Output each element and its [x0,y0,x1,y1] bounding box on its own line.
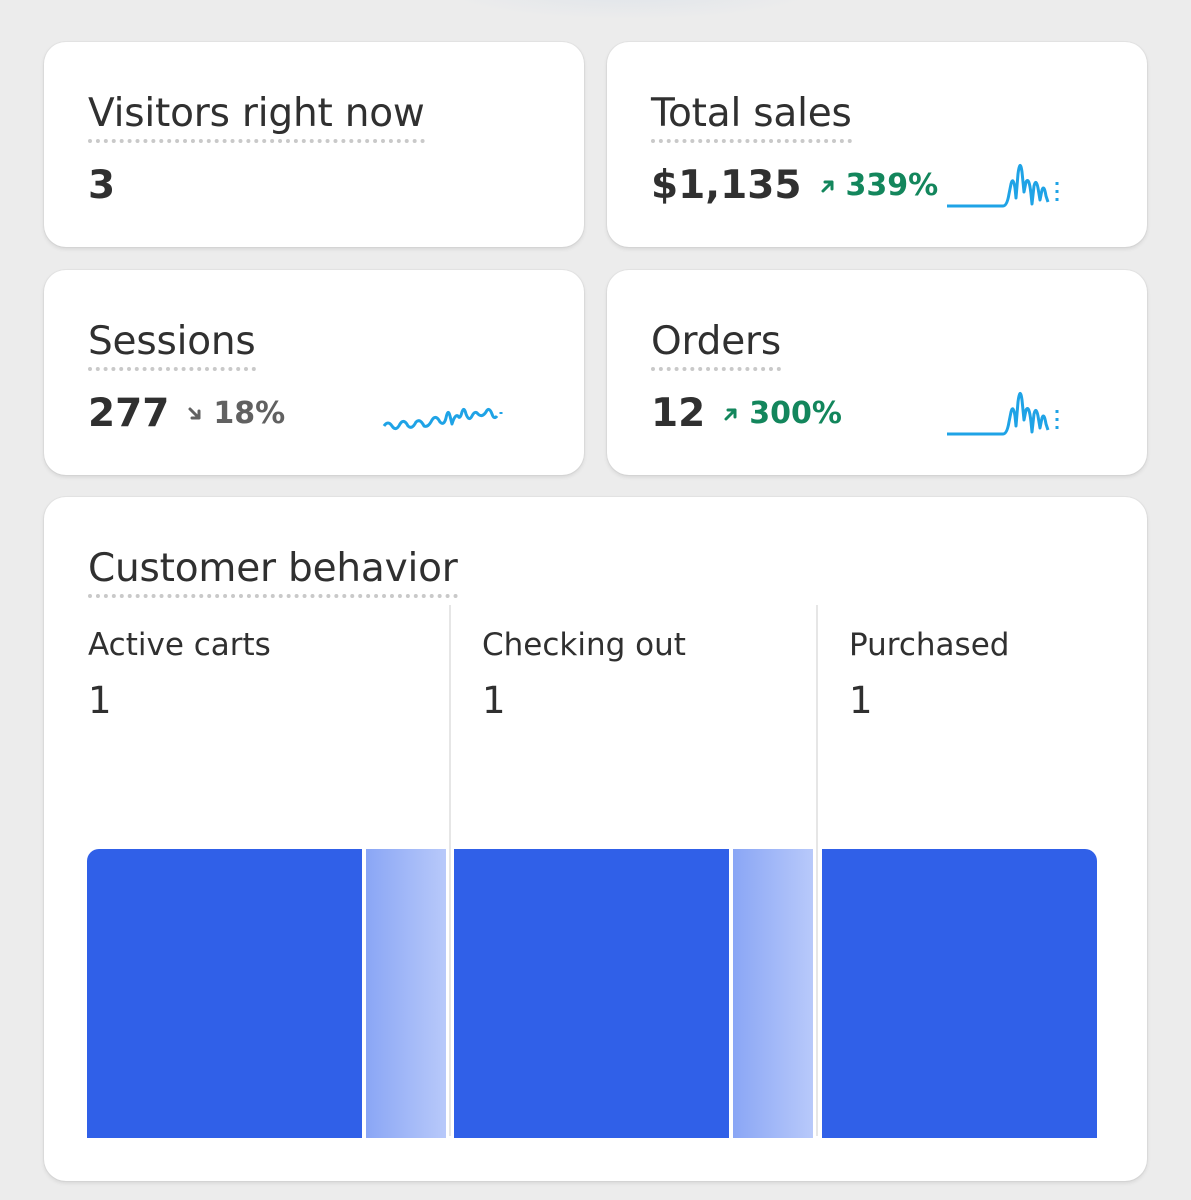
stage-label-purchased: Purchased [849,627,1010,663]
total-sales-card[interactable]: Total sales $1,135 339% [607,42,1147,247]
stage-divider [449,605,451,1136]
orders-card[interactable]: Orders 12 300% [607,270,1147,475]
orders-sparkline [947,392,1059,436]
funnel-bar-active-carts[interactable] [87,849,362,1138]
total-sales-change-label: 339% [845,167,939,203]
visitors-value: 3 [88,163,116,208]
total-sales-value: $1,135 [651,163,802,208]
stage-value-purchased: 1 [849,679,873,722]
funnel-dropoff-checking-out [733,849,813,1138]
visitors-card[interactable]: Visitors right now 3 [44,42,584,247]
funnel-bar-purchased[interactable] [822,849,1097,1138]
sessions-change: 18% [185,395,286,431]
stage-label-checking-out: Checking out [482,627,686,663]
orders-value: 12 [651,391,706,436]
funnel-dropoff-active-carts [366,849,446,1138]
arrow-up-right-icon [821,180,833,192]
sessions-title[interactable]: Sessions [88,322,256,371]
visitors-title[interactable]: Visitors right now [88,94,425,143]
top-glow [440,0,820,20]
stage-divider [816,605,818,1136]
stage-value-checking-out: 1 [482,679,506,722]
stage-value-active-carts: 1 [88,679,112,722]
sessions-change-label: 18% [213,395,286,431]
sessions-value: 277 [88,391,170,436]
total-sales-title[interactable]: Total sales [651,94,852,143]
orders-title[interactable]: Orders [651,322,781,371]
arrow-up-right-icon [724,408,737,420]
funnel-bar-checking-out[interactable] [454,849,729,1138]
total-sales-change: 339% [818,167,939,203]
sessions-sparkline [382,407,503,431]
total-sales-sparkline [947,164,1059,208]
customer-behavior-card[interactable]: Customer behavior Active carts 1 Checkin… [44,497,1147,1181]
arrow-down-right-icon [188,407,201,419]
orders-change: 300% [721,395,842,431]
sessions-card[interactable]: Sessions 277 18% [44,270,584,475]
orders-change-label: 300% [749,395,842,431]
customer-behavior-title[interactable]: Customer behavior [88,549,458,598]
stage-label-active-carts: Active carts [88,627,271,663]
